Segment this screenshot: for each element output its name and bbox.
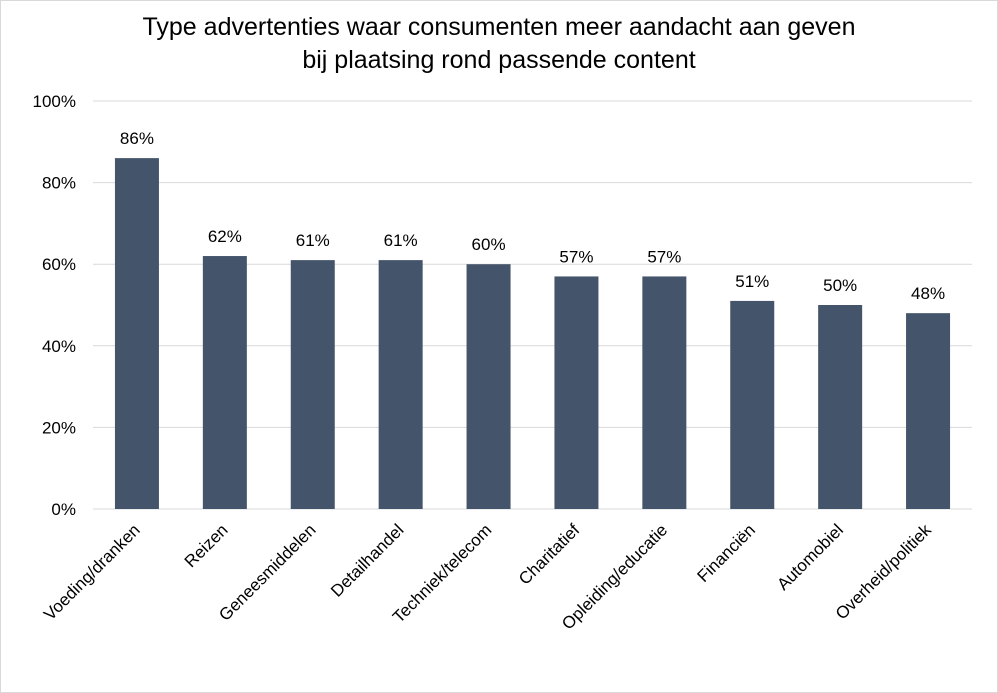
bar bbox=[642, 276, 687, 509]
y-tick-label: 0% bbox=[51, 500, 76, 519]
x-tick-label: Techniek/telecom bbox=[389, 520, 495, 626]
data-label: 86% bbox=[120, 129, 154, 148]
bar bbox=[114, 158, 159, 509]
x-tick-label: Reizen bbox=[181, 520, 232, 571]
bar bbox=[818, 305, 863, 509]
x-tick-label: Overheid/politiek bbox=[832, 520, 935, 623]
data-label: 48% bbox=[911, 284, 945, 303]
y-tick-label: 80% bbox=[42, 174, 76, 193]
chart-title: Type advertenties waar consumenten meer … bbox=[1, 11, 997, 77]
data-label: 62% bbox=[208, 227, 242, 246]
bar bbox=[906, 313, 951, 509]
x-tick-label: Automobiel bbox=[773, 520, 847, 594]
bar bbox=[202, 256, 247, 509]
bar bbox=[730, 300, 775, 509]
chart-title-line-2: bij plaatsing rond passende content bbox=[302, 46, 696, 74]
data-label: 61% bbox=[384, 231, 418, 250]
x-tick-label: Detailhandel bbox=[327, 520, 407, 600]
y-tick-label: 60% bbox=[42, 255, 76, 274]
data-label: 57% bbox=[647, 247, 681, 266]
y-tick-label: 20% bbox=[42, 418, 76, 437]
y-tick-label: 100% bbox=[33, 92, 76, 111]
data-label: 57% bbox=[559, 247, 593, 266]
x-tick-label: Charitatief bbox=[515, 520, 583, 588]
data-label: 51% bbox=[735, 272, 769, 291]
data-label: 61% bbox=[296, 231, 330, 250]
bar bbox=[466, 264, 511, 509]
chart-title-line-1: Type advertenties waar consumenten meer … bbox=[142, 13, 856, 41]
bar bbox=[554, 276, 599, 509]
bar bbox=[378, 260, 423, 509]
data-label: 60% bbox=[472, 235, 506, 254]
data-label: 50% bbox=[823, 276, 857, 295]
x-tick-label: Financiën bbox=[694, 520, 760, 586]
y-tick-label: 40% bbox=[42, 337, 76, 356]
x-tick-label: Geneesmiddelen bbox=[215, 520, 319, 624]
x-tick-label: Voeding/dranken bbox=[40, 520, 144, 624]
bar bbox=[290, 260, 335, 509]
